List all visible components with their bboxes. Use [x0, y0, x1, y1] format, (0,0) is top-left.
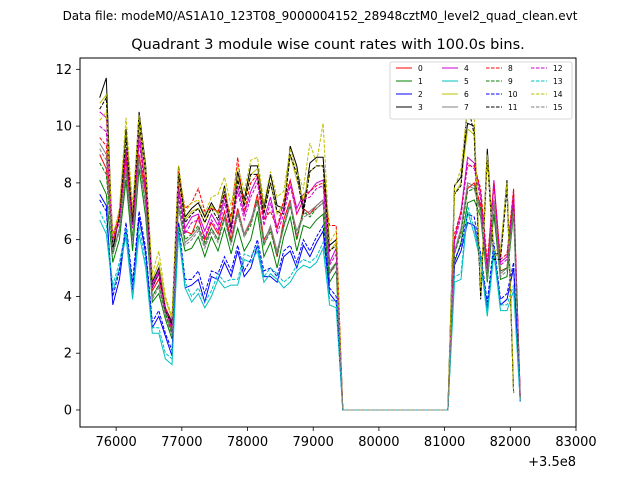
series-line-11 [99, 95, 515, 411]
y-tick-label: 8 [64, 176, 72, 191]
legend-label-9: 9 [508, 77, 513, 86]
series-line-15 [99, 148, 521, 411]
legend-label-12: 12 [553, 64, 563, 73]
series-line-8 [99, 137, 521, 411]
series-line-13 [99, 205, 521, 411]
y-tick-label: 4 [64, 290, 72, 305]
legend-label-0: 0 [418, 64, 423, 73]
legend-label-15: 15 [553, 103, 563, 112]
x-tick-label: 77000 [161, 435, 202, 450]
series-line-12 [99, 125, 521, 411]
y-axis: 0 2 4 6 8 10 12 [55, 63, 80, 418]
x-tick-label: 81000 [424, 435, 465, 450]
legend-label-6: 6 [464, 90, 469, 99]
x-axis: 76000 77000 78000 79000 80000 81000 82000 83000 [95, 427, 597, 450]
legend-label-1: 1 [418, 77, 423, 86]
x-tick-label: 76000 [95, 435, 136, 450]
legend-label-2: 2 [418, 90, 423, 99]
legend-label-5: 5 [464, 77, 469, 86]
legend-label-11: 11 [508, 103, 518, 112]
x-tick-label: 79000 [293, 435, 334, 450]
series-line-4 [99, 111, 521, 411]
y-tick-label: 0 [64, 403, 72, 418]
series-line-7 [99, 142, 521, 411]
x-tick-label: 78000 [227, 435, 268, 450]
plot-frame [79, 57, 577, 428]
x-tick-label: 80000 [358, 435, 399, 450]
legend-label-13: 13 [553, 77, 563, 86]
legend-label-4: 4 [464, 64, 469, 73]
legend-label-8: 8 [508, 64, 513, 73]
y-tick-label: 10 [55, 120, 72, 135]
legend-label-14: 14 [553, 90, 563, 99]
y-tick-label: 6 [64, 233, 72, 248]
chart-suptitle: Data file: modeM0/AS1A10_123T08_90000041… [63, 9, 578, 23]
chart-title: Quadrant 3 module wise count rates with … [131, 37, 525, 53]
y-tick-label: 2 [64, 347, 72, 362]
series-line-6 [99, 93, 515, 411]
x-offset-text: +3.5e8 [528, 455, 576, 470]
series-line-3 [99, 77, 515, 411]
x-tick-label: 82000 [490, 435, 531, 450]
legend-label-3: 3 [418, 103, 423, 112]
plot-area [99, 77, 521, 411]
y-tick-label: 12 [55, 63, 72, 78]
x-tick-label: 83000 [555, 435, 596, 450]
legend-label-7: 7 [464, 103, 469, 112]
legend-box [389, 61, 573, 120]
series-line-14 [99, 104, 515, 411]
legend-label-10: 10 [508, 90, 518, 99]
